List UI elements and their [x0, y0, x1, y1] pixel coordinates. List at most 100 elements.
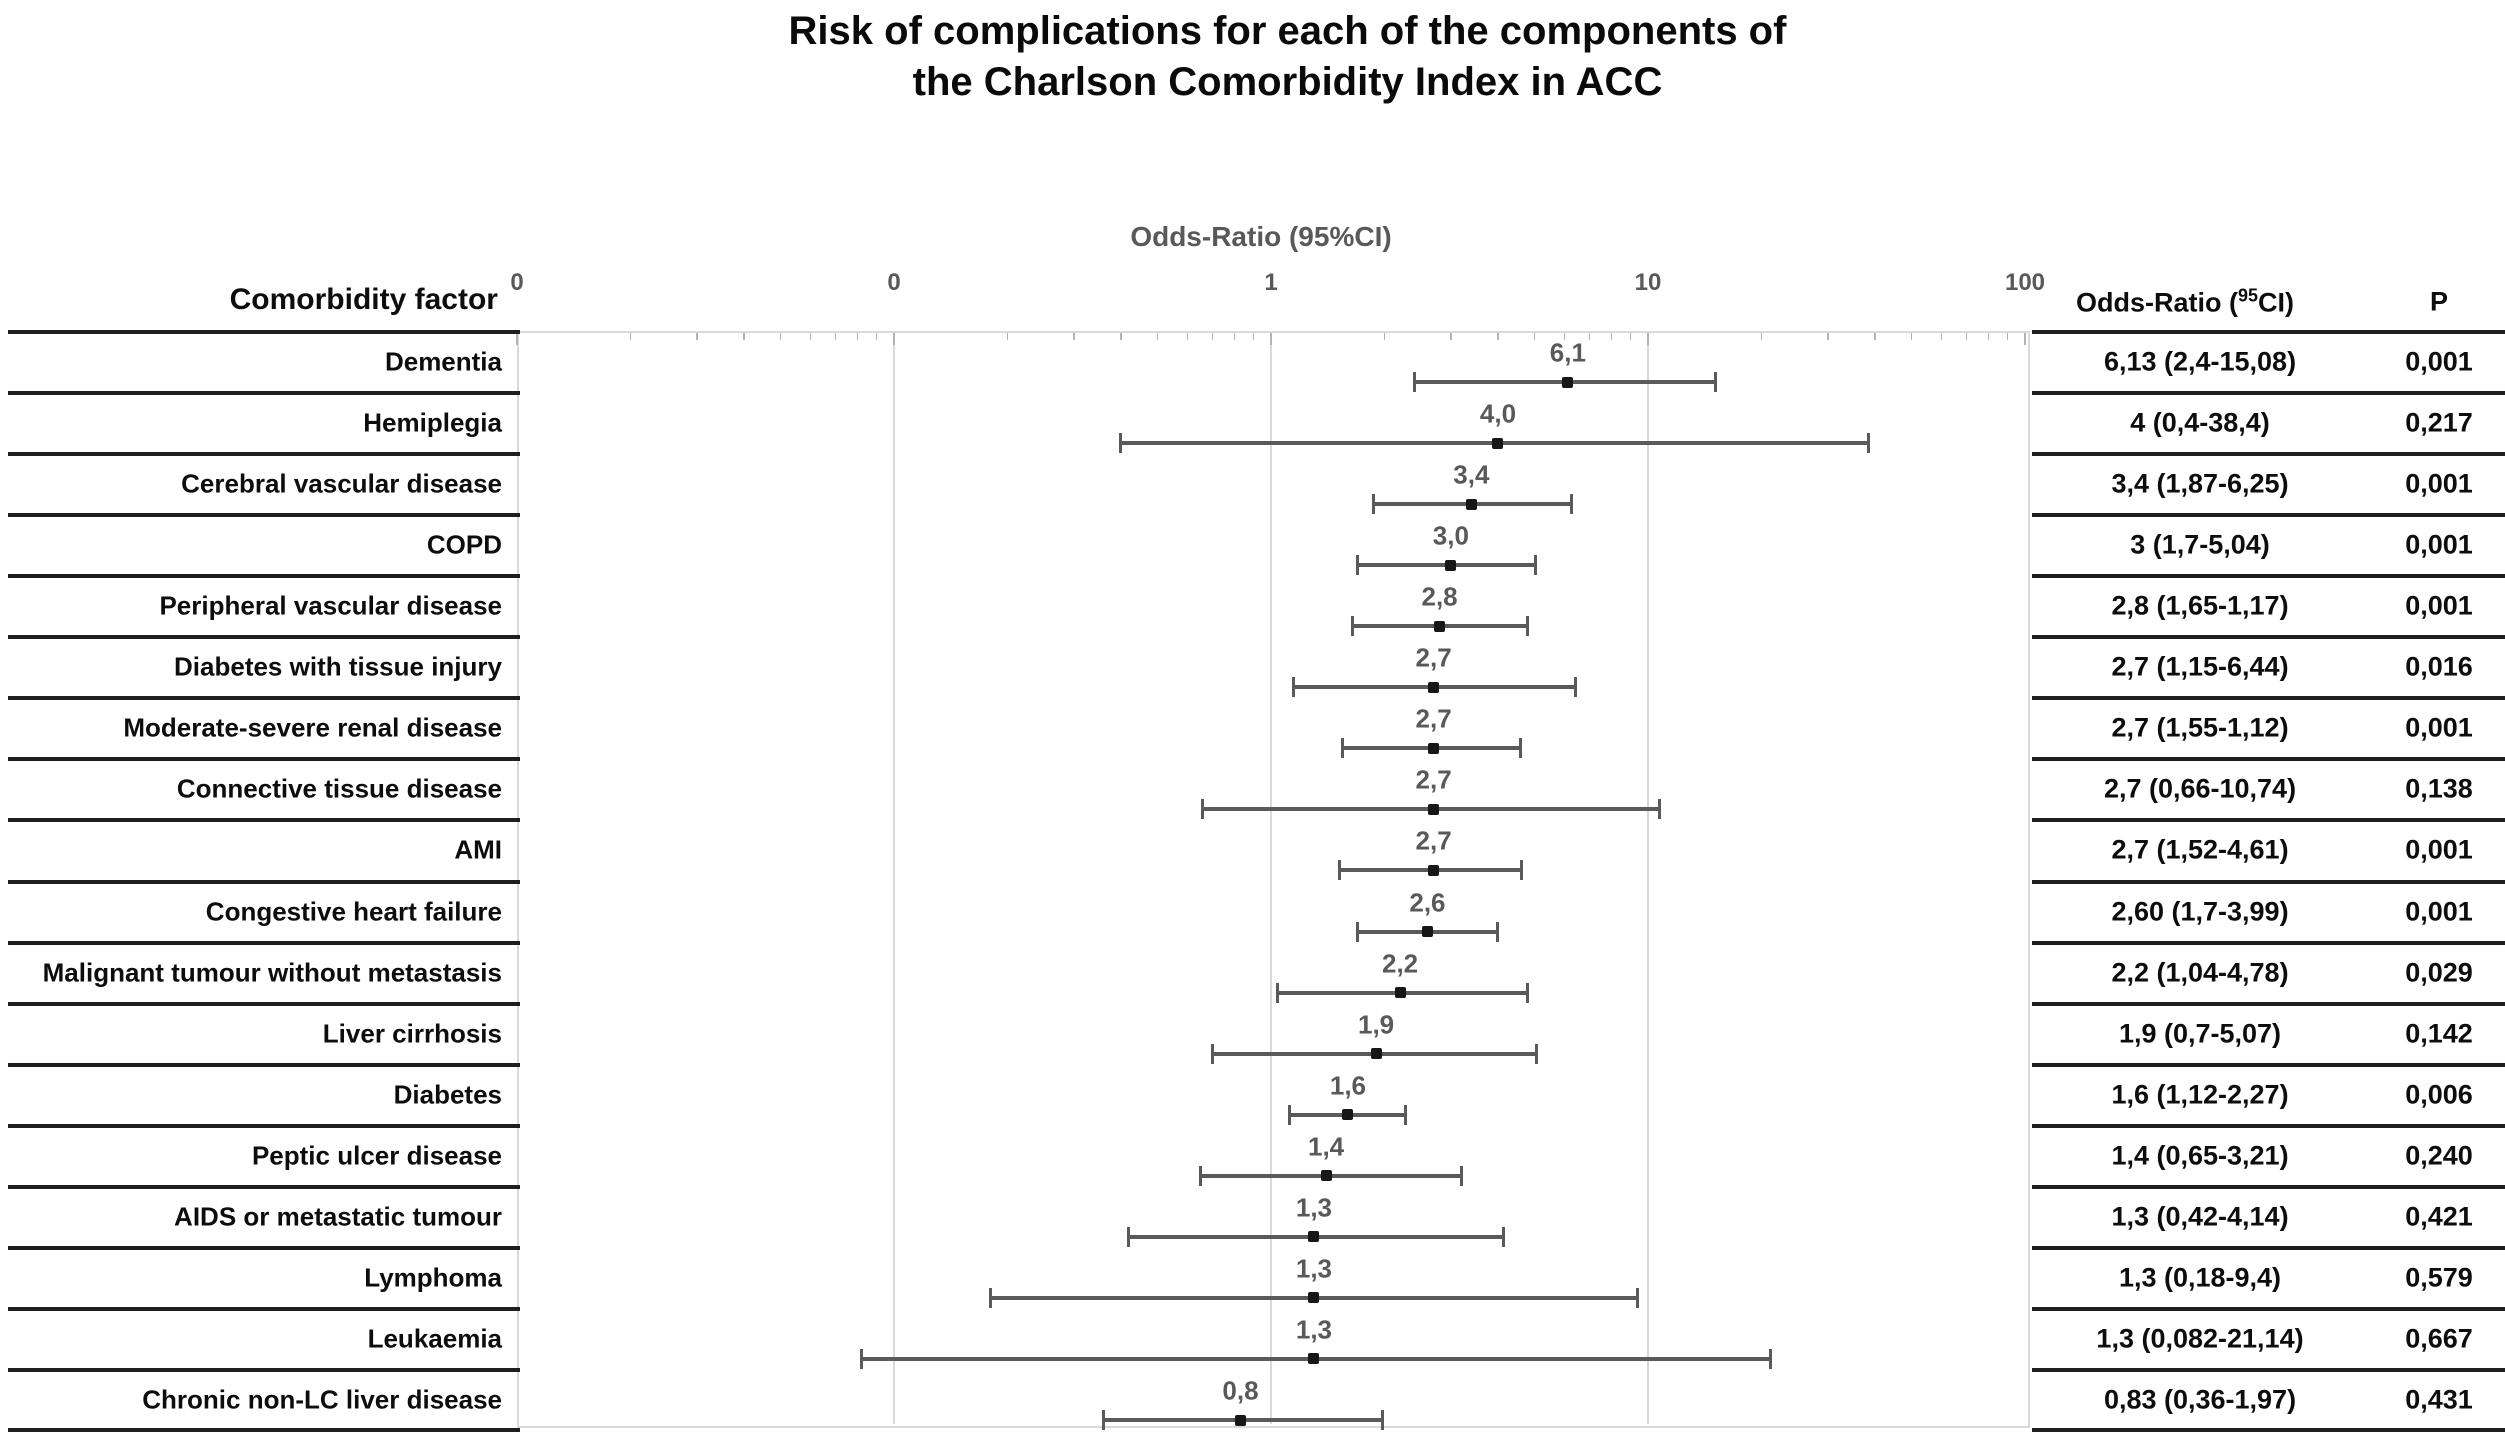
row-separator-line — [2032, 1184, 2505, 1189]
p-value-cell: 0,001 — [2405, 896, 2473, 927]
factor-label: Malignant tumour without metastasis — [42, 957, 502, 988]
x-axis-minor-tick — [696, 333, 698, 340]
row-separator-line — [8, 696, 520, 701]
point-marker — [1421, 926, 1433, 938]
factor-label: Congestive heart failure — [205, 896, 502, 927]
ci-cap-right — [1569, 494, 1573, 515]
or-value-label: 1,9 — [1358, 1009, 1395, 1040]
or-ci-cell: 1,3 (0,18-9,4) — [2118, 1262, 2282, 1293]
p-value-header: P — [2429, 286, 2449, 317]
point-marker — [1342, 1109, 1354, 1121]
or-ci-cell: 4 (0,4-38,4) — [2130, 407, 2270, 438]
point-marker — [1308, 1231, 1320, 1243]
row-separator-line — [8, 574, 520, 579]
ci-cap-left — [988, 1287, 992, 1308]
x-axis-minor-tick — [1874, 333, 1876, 340]
ci-cap-right — [1658, 799, 1662, 820]
ci-cap-right — [1496, 921, 1500, 942]
p-value-cell: 0,001 — [2405, 712, 2473, 743]
factor-label: Diabetes — [393, 1079, 502, 1110]
row-separator-line — [2032, 940, 2505, 945]
x-axis-minor-tick — [1156, 333, 1159, 340]
point-marker — [1445, 559, 1457, 571]
p-value-cell: 0,431 — [2405, 1384, 2473, 1415]
ci-cap-left — [1201, 799, 1205, 820]
x-axis-minor-tick — [1006, 333, 1009, 340]
or-value-label: 2,7 — [1415, 703, 1452, 734]
ci-cap-right — [1525, 982, 1529, 1003]
p-value-cell: 0,001 — [2405, 590, 2473, 621]
x-axis-minor-tick — [1563, 333, 1566, 340]
factor-label: Dementia — [384, 346, 502, 377]
ci-cap-left — [1292, 677, 1296, 698]
p-value-cell: 0,667 — [2405, 1323, 2473, 1354]
or-value-label: 1,3 — [1295, 1253, 1333, 1284]
factor-label: AIDS or metastatic tumour — [174, 1201, 502, 1232]
row-separator-line — [2032, 818, 2505, 823]
x-axis-minor-tick — [1987, 333, 1990, 340]
x-axis-minor-tick — [1120, 333, 1122, 340]
row-separator-line — [8, 1428, 520, 1432]
plot-area — [517, 331, 2030, 1428]
ci-cap-left — [1356, 555, 1360, 576]
comorbidity-factor-header: Comorbidity factor — [229, 283, 498, 316]
p-value-cell: 0,138 — [2405, 773, 2473, 804]
row-separator-line — [8, 330, 520, 334]
ci-cap-left — [1341, 738, 1345, 759]
ci-cap-right — [1866, 433, 1870, 454]
factor-label: Moderate-severe renal disease — [123, 712, 502, 743]
plot-gridline — [1647, 331, 1649, 1424]
row-separator-line — [2032, 1368, 2505, 1373]
or-value-label: 2,8 — [1421, 581, 1458, 612]
row-separator-line — [8, 1123, 520, 1128]
row-separator-line — [2032, 757, 2505, 762]
point-marker — [1428, 681, 1440, 693]
or-value-label: 0,8 — [1222, 1375, 1259, 1406]
factor-label: AMI — [454, 834, 502, 865]
row-separator-line — [8, 391, 520, 396]
factor-label: Peripheral vascular disease — [159, 590, 502, 621]
x-axis-major-tick — [2024, 333, 2026, 345]
or-value-label: 1,3 — [1295, 1314, 1333, 1345]
or-ci-cell: 2,7 (0,66-10,74) — [2103, 773, 2297, 804]
x-axis-minor-tick — [1211, 333, 1214, 340]
row-separator-line — [2032, 513, 2505, 518]
ci-cap-left — [1102, 1410, 1106, 1431]
x-axis-minor-tick — [779, 333, 782, 340]
ci-cap-left — [1338, 860, 1342, 881]
x-axis-major-tick — [1270, 333, 1272, 345]
or-ci-cell: 2,8 (1,65-1,17) — [2111, 590, 2289, 621]
row-separator-line — [8, 452, 520, 457]
or-ci-cell: 2,60 (1,7-3,99) — [2111, 896, 2289, 927]
x-axis-minor-tick — [1073, 333, 1075, 340]
x-axis-major-tick — [516, 333, 518, 345]
or-value-label: 3,0 — [1432, 520, 1469, 551]
or-header-suffix: CI) — [2258, 287, 2295, 318]
x-axis-minor-tick — [1965, 333, 1968, 340]
plot-gridline — [893, 331, 895, 1424]
p-value-cell: 0,001 — [2405, 468, 2473, 499]
point-marker — [1434, 620, 1446, 632]
ci-cap-right — [1534, 555, 1538, 576]
point-marker — [1428, 803, 1440, 815]
point-marker — [1428, 742, 1440, 754]
factor-label: Lymphoma — [364, 1262, 502, 1293]
row-separator-line — [2032, 1123, 2505, 1128]
ci-cap-left — [1119, 433, 1123, 454]
x-axis-major-tick — [893, 333, 895, 345]
row-separator-line — [2032, 574, 2505, 579]
x-axis-minor-tick — [1610, 333, 1613, 340]
row-separator-line — [2032, 1245, 2505, 1250]
x-axis-tick-label: 1 — [1264, 269, 1278, 296]
or-ci-cell: 2,7 (1,52-4,61) — [2111, 834, 2289, 865]
or-value-label: 2,6 — [1409, 887, 1446, 918]
ci-cap-left — [1351, 616, 1355, 637]
x-axis-tick-label: 10 — [1634, 269, 1662, 296]
or-value-label: 1,4 — [1308, 1131, 1345, 1162]
x-axis-minor-tick — [856, 333, 859, 340]
x-axis-minor-tick — [2006, 333, 2009, 340]
or-header-superscript: 95 — [2237, 285, 2259, 306]
x-axis-minor-tick — [1383, 333, 1386, 340]
ci-cap-left — [860, 1348, 863, 1369]
row-separator-line — [8, 1368, 520, 1373]
